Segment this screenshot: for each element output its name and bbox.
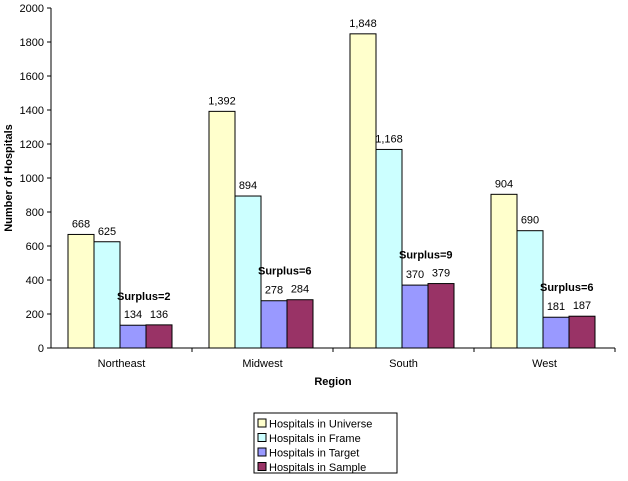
legend-swatch	[257, 462, 267, 471]
bar	[516, 230, 544, 349]
data-label: 187	[573, 300, 591, 312]
y-tick-label: 1600	[20, 71, 44, 83]
x-tick-label: West	[532, 358, 557, 370]
data-label: 370	[406, 269, 424, 281]
bar	[349, 33, 377, 349]
legend-box	[253, 412, 398, 474]
y-tick-label: 1400	[20, 105, 44, 117]
data-label: 1,392	[208, 95, 236, 107]
bar	[286, 299, 314, 349]
y-tick-label: 1200	[20, 139, 44, 151]
surplus-annotation: Surplus=2	[117, 291, 171, 303]
surplus-annotation: Surplus=6	[540, 282, 594, 294]
bar	[401, 284, 429, 349]
data-label: 278	[265, 285, 283, 297]
x-tick-label: Northeast	[98, 358, 146, 370]
x-axis-title: Region	[314, 376, 352, 388]
bar	[260, 300, 288, 349]
y-axis-title: Number of Hospitals	[3, 124, 15, 232]
y-tick-label: 800	[26, 207, 44, 219]
bar	[375, 148, 403, 349]
data-label: 1,168	[375, 133, 403, 145]
bar	[93, 241, 121, 349]
data-label: 668	[72, 218, 90, 230]
data-label: 379	[432, 268, 450, 280]
y-tick-label: 0	[38, 343, 44, 355]
bar	[67, 233, 95, 349]
data-label: 284	[291, 284, 309, 296]
data-label: 181	[547, 301, 565, 313]
bar	[119, 324, 147, 349]
bar	[490, 193, 518, 349]
bar	[234, 195, 262, 349]
legend: Hospitals in Universe Hospitals in Frame H…	[253, 412, 398, 474]
legend-label: Hospitals in Universe	[269, 419, 372, 431]
data-label: 904	[495, 178, 513, 190]
legend-swatch	[257, 433, 267, 442]
bar	[542, 316, 570, 349]
legend-label: Hospitals in Frame	[269, 433, 361, 445]
bar	[208, 110, 236, 349]
y-tick-label: 2000	[20, 3, 44, 15]
x-tick-label: Midwest	[242, 358, 282, 370]
data-label: 894	[239, 180, 257, 192]
y-tick-label: 400	[26, 275, 44, 287]
data-label: 625	[98, 226, 116, 238]
legend-swatch	[257, 447, 267, 457]
y-tick-label: 200	[26, 309, 44, 321]
bar	[427, 283, 455, 349]
bar	[145, 324, 173, 349]
data-label: 134	[124, 309, 142, 321]
legend-label: Hospitals in Target	[269, 448, 359, 460]
y-tick-label: 1800	[20, 37, 44, 49]
data-label: 1,848	[349, 18, 377, 30]
surplus-annotation: Surplus=9	[399, 250, 453, 262]
bar	[568, 315, 596, 349]
y-tick-label: 1000	[20, 173, 44, 185]
legend-swatch	[257, 418, 267, 428]
x-tick-label: South	[389, 358, 418, 370]
y-tick-label: 600	[26, 241, 44, 253]
data-label: 136	[150, 309, 168, 321]
surplus-annotation: Surplus=6	[258, 266, 312, 278]
legend-label: Hospitals in Sample	[269, 462, 366, 474]
data-label: 690	[521, 215, 539, 227]
